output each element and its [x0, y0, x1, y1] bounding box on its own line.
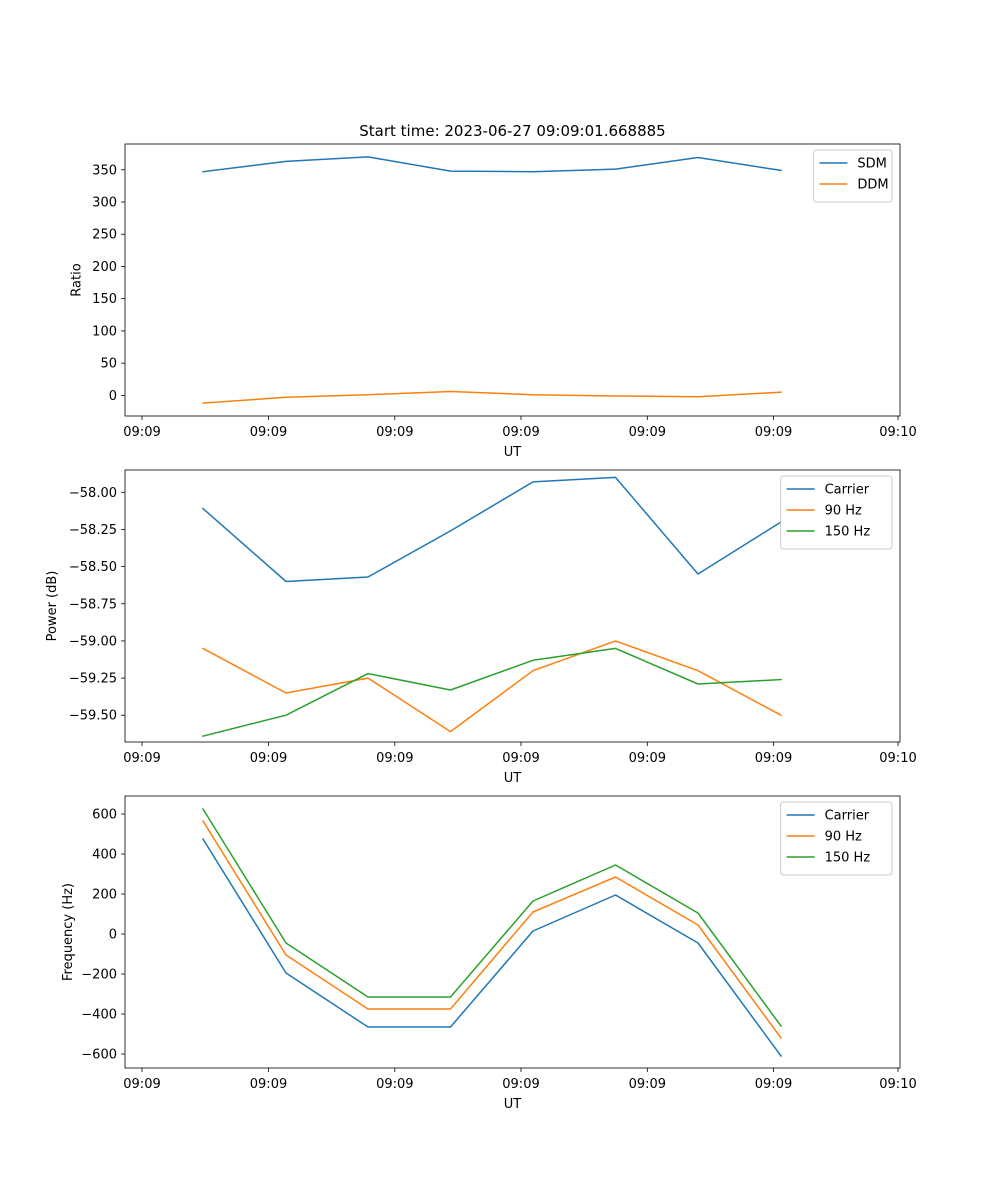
y-tick-label: 50 — [100, 357, 117, 372]
legend: SDM DDM — [812, 149, 893, 203]
x-tick-label: 09:09 — [376, 425, 413, 440]
y-tick-label: −600 — [81, 1048, 117, 1063]
y-axis-label: Frequency (Hz) — [61, 883, 76, 981]
x-tick-label: 09:09 — [123, 751, 160, 766]
axes-frame — [124, 795, 901, 1069]
axes-frame — [124, 143, 901, 417]
x-tick-label: 09:09 — [376, 1077, 413, 1092]
x-axis-label: UT — [504, 445, 522, 460]
series-line-2 — [201, 819, 783, 1040]
x-tick-label: 09:10 — [879, 751, 916, 766]
x-tick-label: 09:09 — [502, 1077, 539, 1092]
series-line-3 — [202, 647, 782, 738]
y-tick-label: −58.25 — [69, 523, 117, 538]
legend-label: SDM — [857, 157, 886, 172]
y-axis-label: Ratio — [69, 263, 84, 296]
legend: Carrier 90 Hz 150 Hz — [780, 801, 893, 876]
x-tick-label: 09:09 — [502, 751, 539, 766]
x-axis-label: UT — [504, 771, 522, 786]
x-tick-label: 09:09 — [755, 1077, 792, 1092]
x-tick-label: 09:09 — [250, 751, 287, 766]
y-tick-label: 100 — [92, 324, 117, 339]
x-tick-label: 09:09 — [755, 425, 792, 440]
legend-label: Carrier — [825, 809, 870, 824]
legend-label: Carrier — [825, 483, 870, 498]
x-tick-label: 09:09 — [123, 425, 160, 440]
x-tick-label: 09:09 — [250, 425, 287, 440]
y-tick-label: −58.50 — [69, 560, 117, 575]
legend-label: 150 Hz — [825, 525, 871, 540]
legend-label: 90 Hz — [825, 830, 862, 845]
y-tick-label: −59.50 — [69, 709, 117, 724]
x-tick-label: 09:09 — [755, 751, 792, 766]
series-line-1 — [202, 156, 782, 173]
y-tick-label: 0 — [109, 928, 117, 943]
y-axis-label: Power (dB) — [45, 571, 60, 642]
y-tick-label: 150 — [92, 292, 117, 307]
x-axis-label: UT — [504, 1097, 522, 1112]
y-tick-label: 350 — [92, 163, 117, 178]
series-line-3 — [201, 807, 783, 1028]
y-tick-label: 250 — [92, 228, 117, 243]
series-line-1 — [201, 476, 783, 583]
panel-3: 09:09 09:09 09:09 09:09 09:09 09:09 09:10 −600 −… — [61, 795, 917, 1112]
y-tick-label: 200 — [92, 260, 117, 275]
y-tick-label: 0 — [109, 389, 117, 404]
legend-label: 90 Hz — [825, 504, 862, 519]
x-tick-label: 09:10 — [879, 425, 916, 440]
panel-2: 09:09 09:09 09:09 09:09 09:09 09:09 09:10 −59.5… — [45, 469, 917, 786]
figure-title: Start time: 2023-06-27 09:09:01.668885 — [359, 122, 665, 140]
x-tick-label: 09:09 — [123, 1077, 160, 1092]
x-tick-label: 09:09 — [629, 1077, 666, 1092]
x-tick-label: 09:09 — [502, 425, 539, 440]
series-line-1 — [201, 837, 783, 1058]
series-line-2 — [201, 640, 783, 733]
x-tick-label: 09:10 — [879, 1077, 916, 1092]
x-tick-label: 09:09 — [629, 751, 666, 766]
x-tick-label: 09:09 — [376, 751, 413, 766]
x-tick-label: 09:09 — [250, 1077, 287, 1092]
y-tick-label: −58.00 — [69, 486, 117, 501]
panel-1: 09:09 09:09 09:09 09:09 09:09 09:09 09:10 0 50 10… — [69, 143, 917, 460]
y-tick-label: −59.25 — [69, 672, 117, 687]
legend: Carrier 90 Hz 150 Hz — [780, 475, 893, 550]
y-tick-label: 200 — [92, 888, 117, 903]
y-tick-label: 600 — [92, 808, 117, 823]
y-tick-label: 300 — [92, 196, 117, 211]
axes-frame — [124, 469, 901, 743]
y-tick-label: −400 — [81, 1008, 117, 1023]
series-line-2 — [202, 390, 782, 404]
legend-label: 150 Hz — [825, 851, 871, 866]
y-tick-label: −200 — [81, 968, 117, 983]
y-tick-label: 400 — [92, 848, 117, 863]
y-tick-label: −58.75 — [69, 597, 117, 612]
y-tick-label: −59.00 — [69, 634, 117, 649]
x-tick-label: 09:09 — [629, 425, 666, 440]
legend-label: DDM — [857, 178, 888, 193]
